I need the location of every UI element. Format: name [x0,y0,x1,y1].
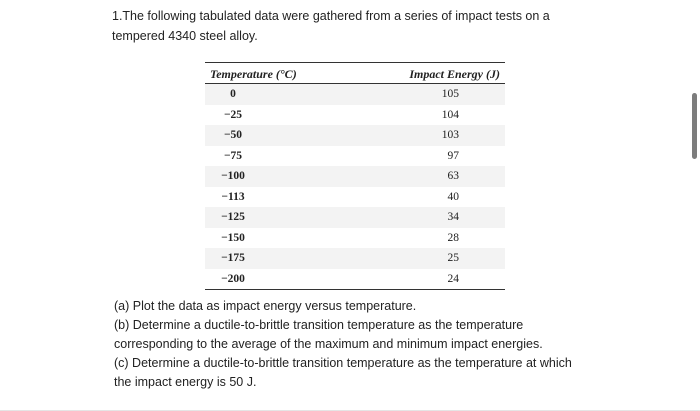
impact-energy-header: Impact Energy (J) [333,63,505,84]
table-header-row: Temperature (°C) Impact Energy (J) [205,63,505,84]
temperature-cell: −175 [221,252,245,265]
problem-intro-line-2: tempered 4340 steel alloy. [112,29,258,43]
table-row: −113 40 [205,186,505,207]
impact-data-table: Temperature (°C) Impact Energy (J) 0 105… [205,62,505,290]
energy-cell: 97 [333,145,505,166]
temperature-cell: −50 [223,129,243,142]
temperature-cell: −100 [221,170,245,183]
energy-cell: 28 [333,227,505,248]
energy-cell: 104 [333,104,505,125]
question-b-line-1: (b) Determine a ductile-to-brittle trans… [114,318,524,332]
temperature-cell: −200 [221,272,245,285]
problem-intro-line-1: 1.The following tabulated data were gath… [112,9,550,23]
temperature-cell: −25 [223,108,243,121]
table-row: −175 25 [205,248,505,269]
table-row: −150 28 [205,227,505,248]
question-a: (a) Plot the data as impact energy versu… [114,299,417,313]
problem-statement: 1.The following tabulated data were gath… [112,6,592,46]
temperature-cell: −75 [223,149,243,162]
energy-cell: 34 [333,207,505,228]
temperature-header: Temperature (°C) [205,63,333,84]
temperature-cell: −113 [221,190,245,203]
energy-cell: 40 [333,186,505,207]
vertical-scrollbar-thumb[interactable] [692,93,697,159]
question-c-line-1: (c) Determine a ductile-to-brittle trans… [114,356,572,370]
energy-cell: 103 [333,125,505,146]
table-top-rule [205,62,505,63]
question-list: (a) Plot the data as impact energy versu… [114,297,594,392]
question-c-line-2: the impact energy is 50 J. [114,375,257,389]
temperature-cell: −125 [221,211,245,224]
table-row: −50 103 [205,125,505,146]
table-bottom-rule [205,289,505,290]
table-row: −100 63 [205,166,505,187]
table-row: 0 105 [205,83,505,105]
energy-cell: 24 [333,268,505,289]
energy-cell: 105 [333,83,505,105]
temperature-cell: 0 [230,88,236,101]
temperature-cell: −150 [221,231,245,244]
question-b-line-2: corresponding to the average of the maxi… [114,337,543,351]
energy-cell: 25 [333,248,505,269]
table-row: −125 34 [205,207,505,228]
table-row: −25 104 [205,104,505,125]
table-row: −75 97 [205,145,505,166]
energy-cell: 63 [333,166,505,187]
table-row: −200 24 [205,268,505,289]
